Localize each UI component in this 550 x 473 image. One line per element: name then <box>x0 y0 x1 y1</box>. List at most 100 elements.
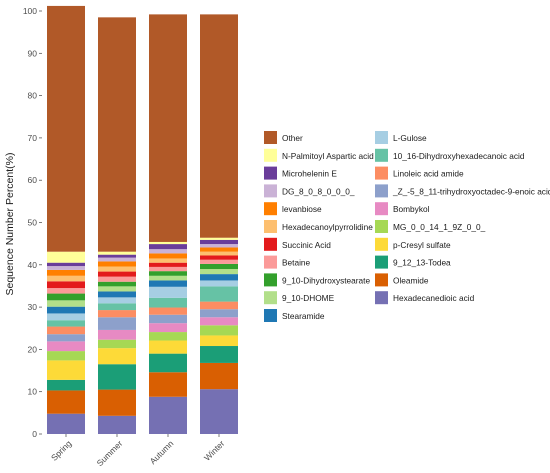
bar-segment-autumn-16 <box>149 253 187 259</box>
bar-segment-spring-18 <box>47 262 85 267</box>
bar-segment-winter-4 <box>200 325 238 336</box>
legend-label: Microhelenin E <box>282 169 337 179</box>
bar-segment-autumn-7 <box>149 307 187 315</box>
bar-segment-spring-1 <box>47 390 85 414</box>
bar-segment-autumn-9 <box>149 286 187 298</box>
bar-segment-spring-8 <box>47 320 85 327</box>
bar-segment-summer-13 <box>98 276 136 282</box>
legend-item: levanbiose <box>264 202 322 216</box>
y-tick-label-50: 50 <box>28 218 38 228</box>
legend-label: L-Gulose <box>393 133 427 143</box>
legend-item: Succinic Acid <box>264 237 331 251</box>
bar-segment-summer-1 <box>98 389 136 416</box>
bar-segment-spring-16 <box>47 269 85 276</box>
x-tick-label-summer: Summer <box>95 438 125 468</box>
bar-segment-autumn-18 <box>149 244 187 250</box>
bar-segment-autumn-1 <box>149 372 187 397</box>
legend-swatch <box>264 220 277 233</box>
bar-segment-autumn-6 <box>149 314 187 324</box>
bar-segment-spring-9 <box>47 313 85 321</box>
y-tick-label-90: 90 <box>28 48 38 58</box>
bar-segment-winter-10 <box>200 274 238 281</box>
bar-segment-spring-0 <box>47 413 85 434</box>
bar-segment-summer-10 <box>98 291 136 298</box>
bar-segment-spring-7 <box>47 326 85 335</box>
bar-segment-autumn-8 <box>149 297 187 308</box>
legend-item: MG_0_0_14_1_9Z_0_0_ <box>375 220 486 233</box>
bar-segment-winter-20 <box>200 14 238 238</box>
bar-segment-autumn-4 <box>149 332 187 341</box>
legend-item: Other <box>264 131 303 144</box>
bar-segment-spring-10 <box>47 306 85 314</box>
legend-swatch <box>375 202 388 216</box>
bar-segment-autumn-15 <box>149 258 187 263</box>
legend-item: Hexadecanedioic acid <box>375 291 475 305</box>
bar-segment-autumn-12 <box>149 271 187 276</box>
bar-segment-autumn-0 <box>149 396 187 434</box>
legend-swatch <box>375 291 388 305</box>
bar-segment-winter-9 <box>200 280 238 287</box>
y-tick-label-10: 10 <box>28 387 38 397</box>
bar-segment-winter-11 <box>200 269 238 275</box>
legend-label: 9_12_13-Todea <box>393 258 451 268</box>
bar-segment-winter-5 <box>200 317 238 326</box>
legend-swatch <box>375 220 388 233</box>
y-tick-label-0: 0 <box>32 429 37 439</box>
bar-segment-summer-16 <box>98 261 136 267</box>
bar-segment-summer-3 <box>98 348 136 365</box>
bar-segment-summer-4 <box>98 339 136 349</box>
legend-label: p-Cresyl sulfate <box>393 240 451 250</box>
x-tick-label-winter: Winter <box>202 438 227 463</box>
bar-segment-winter-6 <box>200 309 238 318</box>
bar-segment-summer-18 <box>98 254 136 258</box>
legend-label: DG_8_0_8_0_0_0_ <box>282 186 355 196</box>
bar-segment-autumn-10 <box>149 280 187 287</box>
bar-segment-spring-14 <box>47 281 85 289</box>
legend-swatch <box>264 309 277 322</box>
legend-swatch <box>264 291 277 305</box>
bar-segment-winter-2 <box>200 346 238 363</box>
legend-label: 10_16-Dihydroxyhexadecanoic acid <box>393 151 525 161</box>
bar-segment-winter-17 <box>200 244 238 248</box>
bar-segment-spring-4 <box>47 351 85 361</box>
y-tick-label-100: 100 <box>23 6 37 16</box>
legend-label: N-Palmitoyl Aspartic acid <box>282 151 374 161</box>
legend-label: levanbiose <box>282 204 322 214</box>
legend-swatch <box>375 237 388 251</box>
bar-segment-summer-12 <box>98 281 136 287</box>
bar-stack-autumn <box>149 14 187 434</box>
bar-segment-winter-12 <box>200 263 238 270</box>
bar-segment-autumn-17 <box>149 249 187 254</box>
legend-item: Betaine <box>264 255 311 269</box>
bar-segment-summer-0 <box>98 415 136 434</box>
bar-segment-autumn-19 <box>149 241 187 245</box>
bar-segment-autumn-11 <box>149 275 187 281</box>
legend-swatch <box>264 166 277 180</box>
legend-swatch <box>264 148 277 162</box>
bar-segment-spring-6 <box>47 334 85 342</box>
x-axis: Spring Summer Autumn Winter <box>49 434 227 468</box>
y-tick-label-20: 20 <box>28 344 38 354</box>
bar-segment-spring-15 <box>47 275 85 282</box>
bar-segment-spring-11 <box>47 300 85 307</box>
legend-item: N-Palmitoyl Aspartic acid <box>264 148 374 162</box>
bar-segment-summer-8 <box>98 303 136 311</box>
legend: Other N-Palmitoyl Aspartic acid Microhelen… <box>264 131 550 322</box>
legend-label: Betaine <box>282 258 311 268</box>
legend-item: p-Cresyl sulfate <box>375 237 451 251</box>
bar-segment-summer-5 <box>98 329 136 340</box>
y-axis: 0 10 20 30 40 50 60 70 80 90 100 <box>23 6 42 439</box>
bar-segment-spring-20 <box>47 5 85 252</box>
legend-item: 9_10-Dihydroxystearate <box>264 273 370 287</box>
bar-segment-winter-7 <box>200 301 238 310</box>
bar-segment-summer-6 <box>98 317 136 330</box>
legend-item: 10_16-Dihydroxyhexadecanoic acid <box>375 148 525 162</box>
legend-item: Hexadecanoylpyrrolidine <box>264 220 373 233</box>
bar-segment-spring-19 <box>47 251 85 263</box>
legend-label: Hexadecanedioic acid <box>393 293 475 303</box>
legend-label: Hexadecanoylpyrrolidine <box>282 222 373 232</box>
bar-segment-winter-19 <box>200 237 238 240</box>
bar-segment-autumn-20 <box>149 14 187 242</box>
bar-segment-summer-7 <box>98 310 136 318</box>
